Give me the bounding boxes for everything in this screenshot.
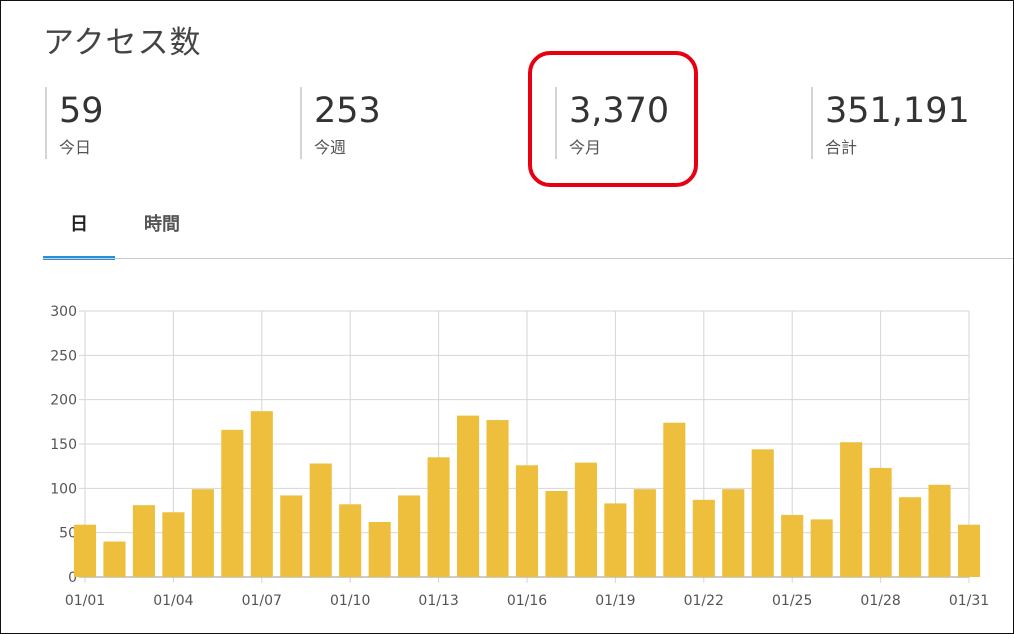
- bar-01/19: [604, 503, 627, 577]
- stat-value: 253: [314, 91, 381, 131]
- y-tick-label: 150: [50, 437, 77, 453]
- bar-01/07: [250, 411, 273, 577]
- x-tick-label: 01/07: [242, 593, 282, 609]
- bar-01/30: [928, 484, 951, 577]
- daily-access-chart: 0 50 100 150 200 250 300 01/01 01/04 01/07 01/10 01…: [1, 291, 1013, 633]
- bar-01/22: [692, 499, 715, 577]
- stat-label: 今月: [569, 138, 602, 157]
- y-tick-label: 300: [50, 304, 77, 320]
- x-tick-label: 01/16: [507, 593, 547, 609]
- bar-01/12: [398, 495, 421, 577]
- x-tick-label: 01/13: [418, 593, 458, 609]
- bar-01/15: [486, 420, 509, 577]
- x-tick-label: 01/31: [949, 593, 989, 609]
- bar-01/24: [751, 449, 774, 577]
- bar-01/17: [545, 490, 568, 577]
- y-tick-label: 250: [50, 348, 77, 364]
- bar-01/18: [574, 462, 597, 577]
- stat-month: 3,370 今月: [555, 87, 669, 159]
- bar-01/01: [73, 524, 97, 577]
- bar-01/03: [132, 505, 155, 577]
- x-tick-label: 01/28: [860, 593, 900, 609]
- bar-01/25: [781, 514, 804, 577]
- stat-week: 253 今週: [300, 87, 381, 159]
- bar-01/14: [457, 415, 480, 577]
- bar-01/23: [722, 489, 745, 577]
- bar-01/09: [309, 463, 332, 577]
- x-tick-label: 01/25: [772, 593, 812, 609]
- bar-chart-svg: 0 50 100 150 200 250 300 01/01 01/04 01/07 01/10 01…: [50, 304, 989, 609]
- tabs-divider: [43, 258, 1013, 259]
- y-tick-label: 200: [50, 393, 77, 409]
- x-tick-label: 01/10: [330, 593, 370, 609]
- stat-value: 351,191: [825, 91, 970, 131]
- bar-01/11: [368, 522, 391, 577]
- y-tick-label: 50: [59, 526, 77, 542]
- bar-01/21: [663, 422, 686, 577]
- bar-01/08: [280, 495, 303, 577]
- page-title: アクセス数: [43, 25, 202, 61]
- bar-01/05: [191, 489, 214, 577]
- bar-01/13: [427, 457, 450, 577]
- bar-01/27: [840, 442, 863, 577]
- bar-01/04: [162, 512, 185, 577]
- bar-01/16: [515, 465, 539, 577]
- x-tick-label: 01/19: [595, 593, 635, 609]
- tab-day[interactable]: 日: [70, 214, 88, 235]
- x-tick-label: 01/01: [65, 593, 105, 609]
- bar-01/29: [899, 497, 922, 577]
- stat-today: 59 今日: [45, 87, 104, 159]
- bar-01/26: [810, 519, 833, 577]
- bar-01/20: [633, 489, 656, 577]
- stat-total: 351,191 合計: [811, 87, 970, 159]
- bar-01/06: [221, 429, 244, 577]
- y-tick-label: 0: [68, 570, 77, 586]
- x-tick-label: 01/22: [684, 593, 724, 609]
- highlight-box: [528, 51, 698, 187]
- period-tabs: 日 時間: [43, 205, 1013, 261]
- x-tick-label: 01/04: [153, 593, 193, 609]
- bar-01/02: [103, 541, 126, 577]
- y-tick-label: 100: [50, 481, 77, 497]
- bar-01/31: [957, 524, 981, 577]
- bar-01/10: [339, 504, 362, 577]
- tab-hour[interactable]: 時間: [144, 214, 180, 235]
- stat-label: 合計: [825, 138, 858, 157]
- stat-value: 59: [59, 91, 104, 131]
- bar-01/28: [869, 467, 892, 577]
- stat-label: 今週: [314, 138, 347, 157]
- stat-label: 今日: [59, 138, 92, 157]
- stat-value: 3,370: [569, 91, 670, 131]
